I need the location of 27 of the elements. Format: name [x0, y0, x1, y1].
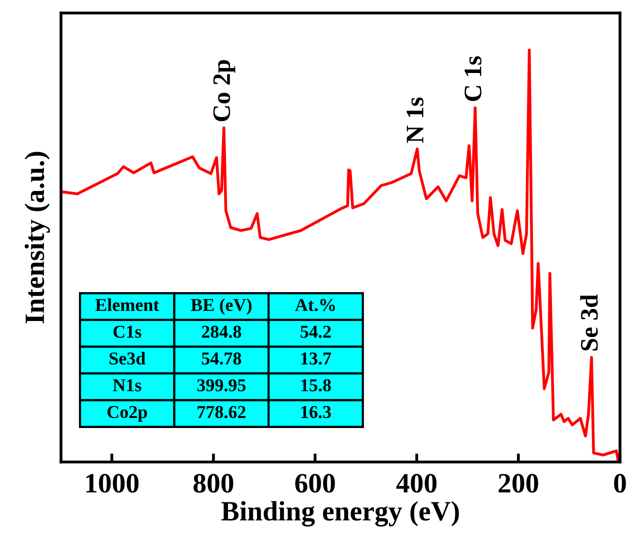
annotation: At.%	[295, 298, 335, 312]
annotation: Co 2p	[213, 60, 236, 122]
x-tick-label: 1000	[86, 474, 139, 493]
annotation: 13.7	[301, 352, 332, 365]
annotation: 15.8	[301, 379, 331, 392]
annotation: BE (eV)	[190, 298, 252, 315]
annotation: Co2p	[107, 406, 147, 422]
annotation: N1s	[112, 379, 142, 392]
x-tick-label: 400	[396, 474, 436, 493]
x-tick-label: 0	[614, 474, 626, 493]
annotation: N 1s	[406, 97, 424, 143]
y-axis-title: Intensity (a.u.)	[24, 152, 50, 324]
x-axis-title: Binding energy (eV)	[221, 501, 459, 526]
annotation: 778.62	[198, 406, 246, 418]
annotation: 16.3	[301, 406, 331, 418]
x-tick-label: 200	[498, 474, 538, 493]
annotation: Element	[95, 298, 160, 312]
annotation: 54.2	[300, 326, 331, 338]
annotation: 54.78	[202, 352, 242, 365]
annotation: 284.8	[202, 326, 242, 338]
annotation: C 1s	[464, 56, 482, 101]
annotation: 399.95	[197, 379, 246, 392]
x-tick-label: 600	[295, 474, 335, 493]
x-tick-label: 800	[194, 474, 234, 493]
annotation: Se3d	[110, 352, 146, 365]
annotation: C1s	[113, 326, 142, 338]
annotation: Se 3d	[580, 294, 598, 350]
